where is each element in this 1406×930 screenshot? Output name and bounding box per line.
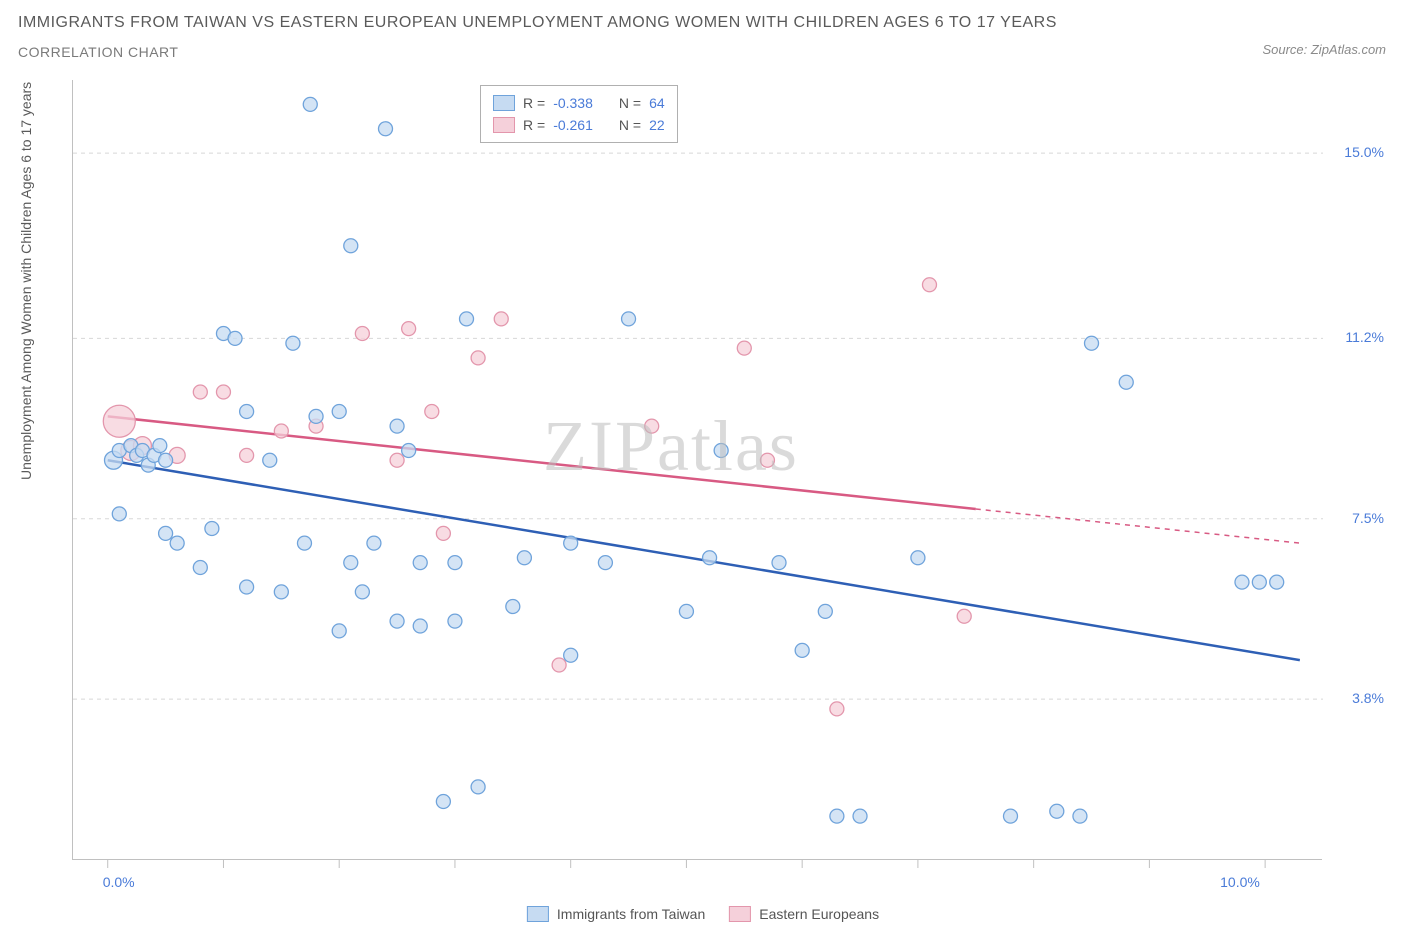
r-value-taiwan: -0.338 xyxy=(553,95,593,111)
y-axis-label: Unemployment Among Women with Children A… xyxy=(18,82,34,480)
stats-legend: R = -0.338 N = 64 R = -0.261 N = 22 xyxy=(480,85,678,143)
swatch-eastern xyxy=(729,906,751,922)
chart-title: IMMIGRANTS FROM TAIWAN VS EASTERN EUROPE… xyxy=(18,14,1057,32)
r-value-eastern: -0.261 xyxy=(553,117,593,133)
scatter-svg xyxy=(73,80,1323,860)
r-label: R = xyxy=(523,95,545,111)
y-tick-label: 3.8% xyxy=(1352,690,1384,706)
source-label: Source: ZipAtlas.com xyxy=(1262,42,1386,57)
legend-item-taiwan: Immigrants from Taiwan xyxy=(527,906,705,922)
legend-label-taiwan: Immigrants from Taiwan xyxy=(557,906,705,922)
n-label: N = xyxy=(619,95,641,111)
n-value-eastern: 22 xyxy=(649,117,665,133)
chart-subtitle: CORRELATION CHART xyxy=(18,44,178,60)
legend-label-eastern: Eastern Europeans xyxy=(759,906,879,922)
y-tick-label: 7.5% xyxy=(1352,510,1384,526)
r-label: R = xyxy=(523,117,545,133)
swatch-taiwan xyxy=(493,95,515,111)
stats-legend-row-taiwan: R = -0.338 N = 64 xyxy=(493,92,665,114)
x-tick-label: 10.0% xyxy=(1220,874,1260,890)
n-label: N = xyxy=(619,117,641,133)
n-value-taiwan: 64 xyxy=(649,95,665,111)
bottom-legend: Immigrants from Taiwan Eastern Europeans xyxy=(527,906,879,922)
y-tick-label: 11.2% xyxy=(1345,329,1384,345)
chart-plot-area: ZIPatlas 3.8%7.5%11.2%15.0%0.0%10.0% xyxy=(72,80,1322,860)
swatch-eastern xyxy=(493,117,515,133)
swatch-taiwan xyxy=(527,906,549,922)
stats-legend-row-eastern: R = -0.261 N = 22 xyxy=(493,114,665,136)
y-tick-label: 15.0% xyxy=(1344,144,1384,160)
x-tick-label: 0.0% xyxy=(103,874,135,890)
legend-item-eastern: Eastern Europeans xyxy=(729,906,879,922)
